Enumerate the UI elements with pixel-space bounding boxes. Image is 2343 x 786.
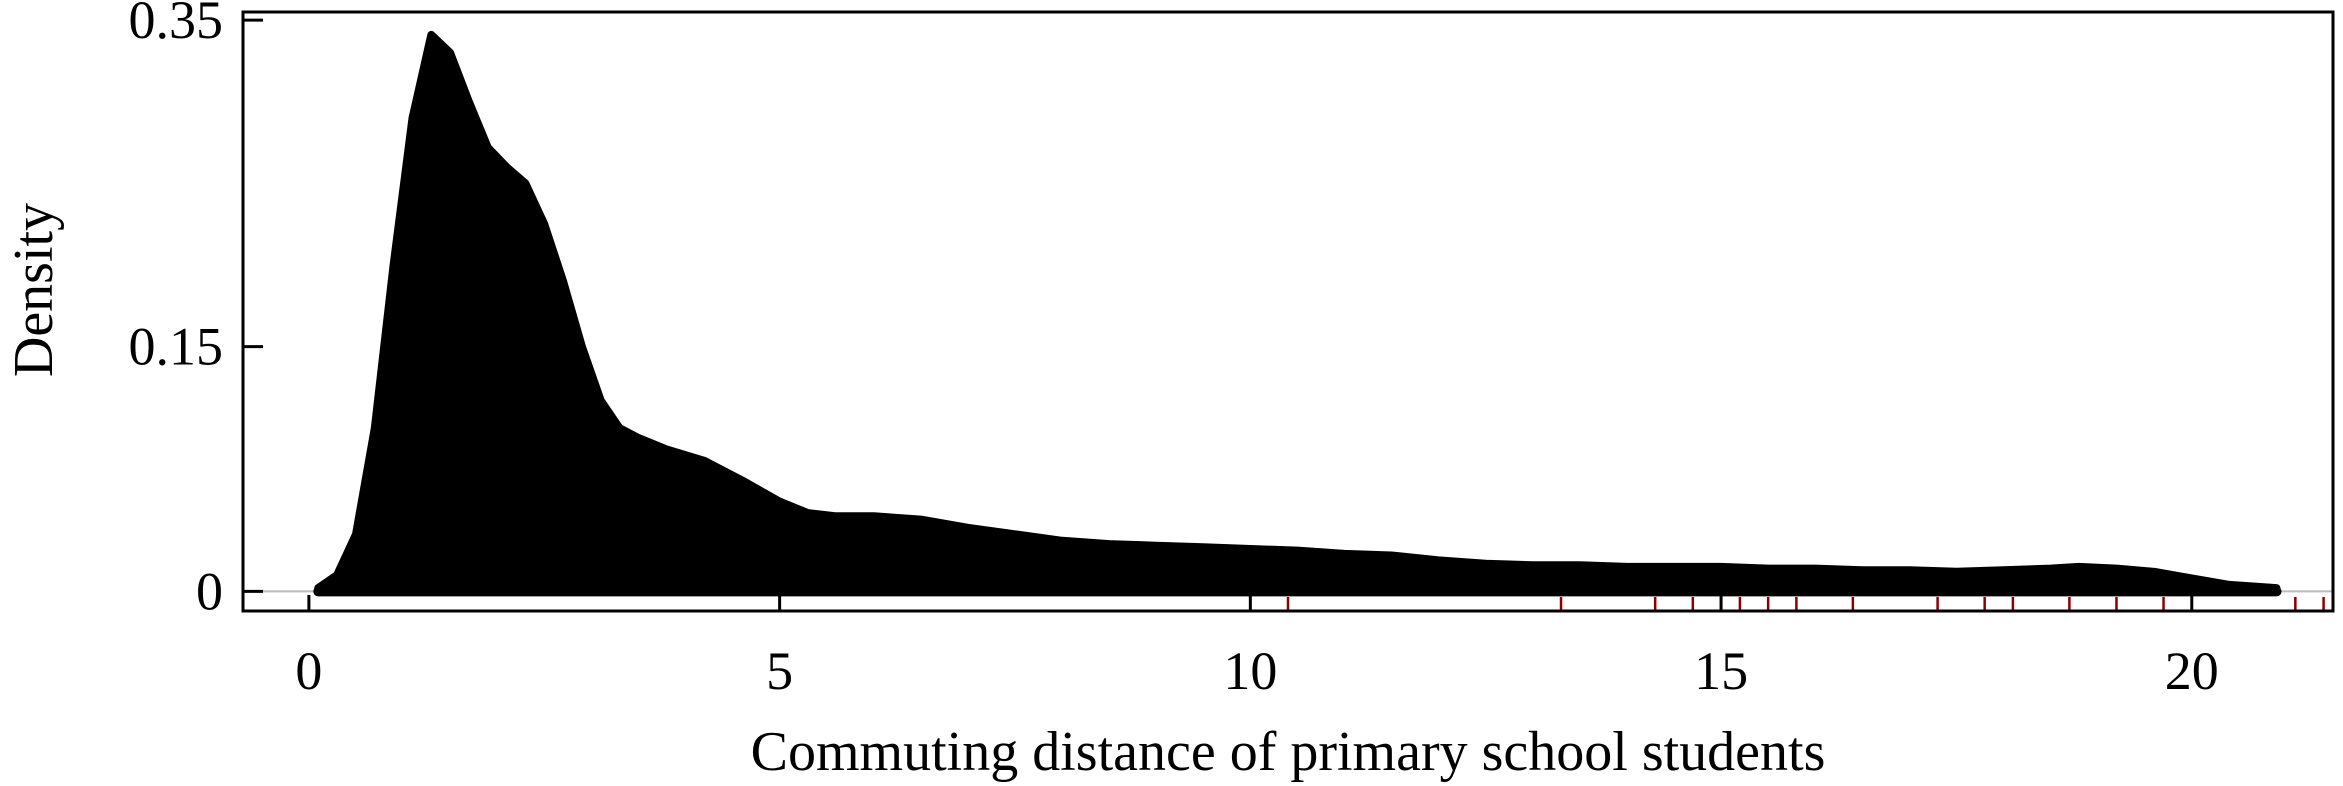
y-axis: 0 0.15 0.35 — [129, 0, 263, 621]
density-area-0 — [314, 30, 2281, 596]
x-tick-label: 20 — [2165, 641, 2219, 701]
x-axis-title: Commuting distance of primary school stu… — [751, 721, 1826, 783]
plot-frame — [241, 10, 2335, 613]
y-tick-label: 0.15 — [129, 317, 224, 377]
x-tick-label: 10 — [1223, 641, 1277, 701]
y-tick-label: 0 — [196, 561, 223, 621]
x-tick-label: 0 — [295, 641, 322, 701]
x-tick-label: 5 — [766, 641, 793, 701]
y-tick-label: 0.35 — [129, 0, 224, 50]
y-axis-title: Density — [3, 203, 65, 377]
x-axis: 0 5 10 15 20 — [295, 595, 2219, 701]
chart-marks — [243, 30, 2335, 611]
x-tick-label: 15 — [1694, 641, 1748, 701]
